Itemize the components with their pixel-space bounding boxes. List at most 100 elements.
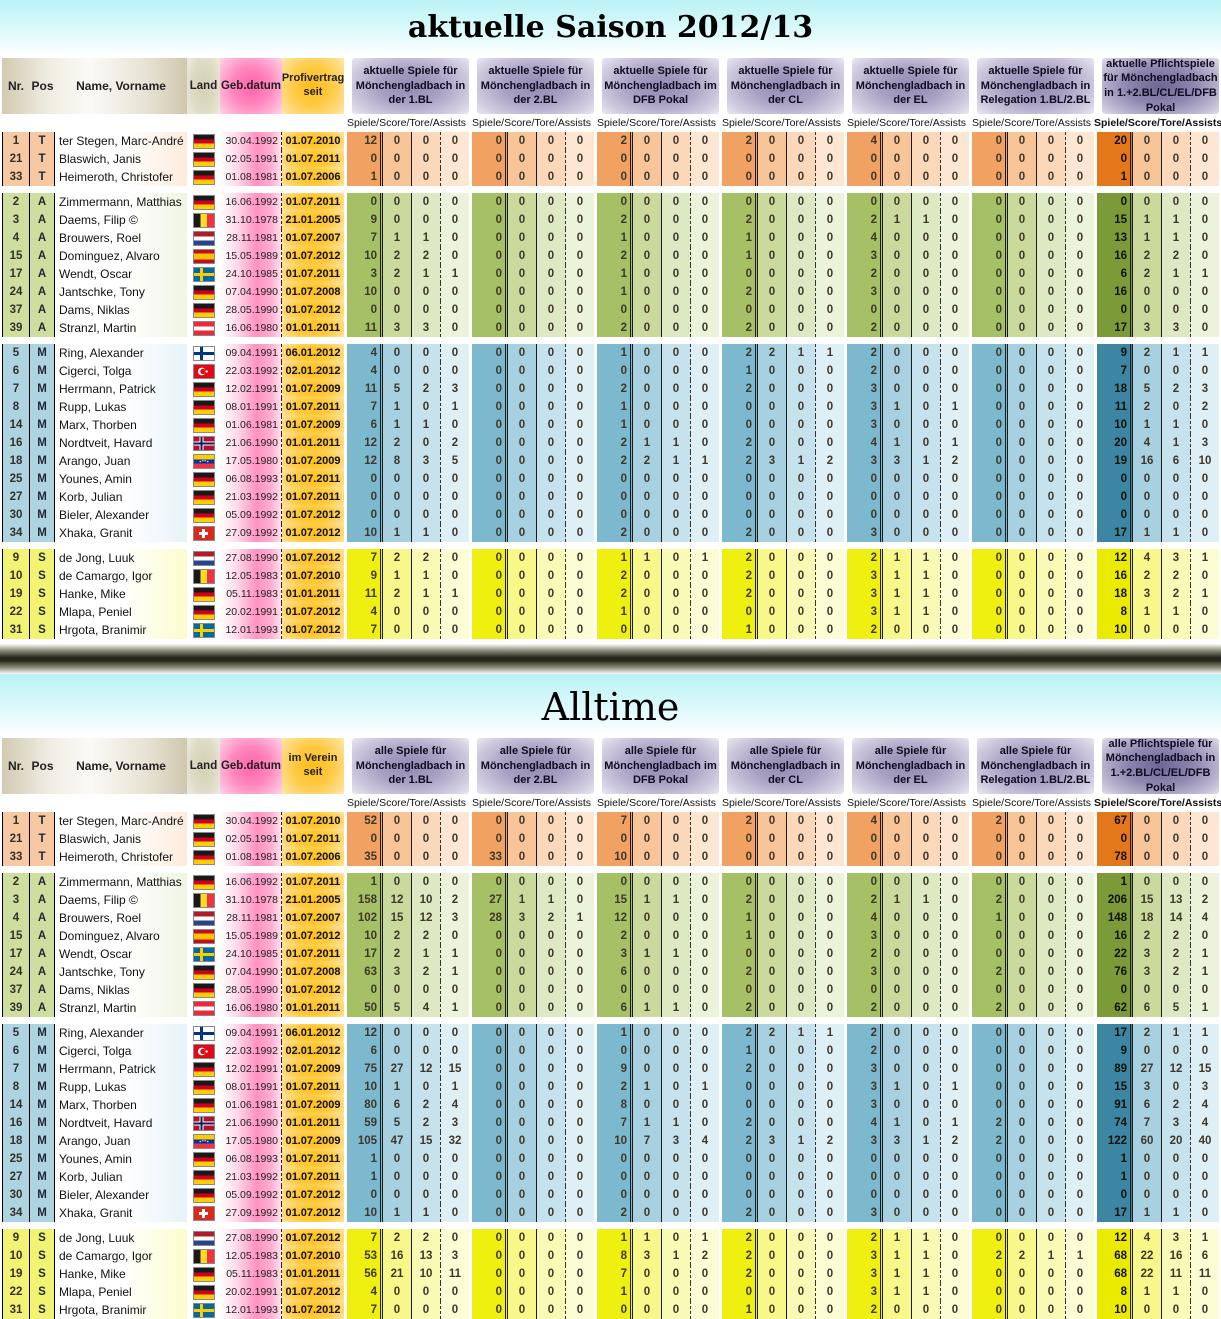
stat-score-cell: 0 [1008,229,1037,247]
stat-tore-cell: 0 [412,488,441,506]
stat-score-cell: 0 [508,567,537,585]
stat-score-cell: 0 [758,812,787,830]
stat-tore-cell: 0 [912,1114,941,1132]
stat-spiele-cell: 0 [347,1186,383,1204]
country-cell [187,506,220,524]
stat-assists-cell: 0 [1066,945,1094,963]
stat-tore-cell: 11 [1162,1265,1191,1283]
flag-germany-icon [193,1080,214,1094]
stat-tore-cell: 0 [912,1024,941,1042]
stat-spiele-cell: 0 [472,319,508,337]
stat-score-cell: 0 [383,812,412,830]
stat-spiele-cell: 1 [597,416,633,434]
stat-assists-cell: 0 [691,193,719,211]
group-spacer [344,549,347,567]
stat-assists-cell: 0 [941,1229,969,1247]
group-spacer [469,1229,472,1247]
stat-score-cell: 2 [758,344,787,362]
stat-spiele-cell: 0 [722,1168,758,1186]
stat-tore-cell: 1 [662,434,691,452]
player-name-cell: Xhaka, Granit [55,524,187,542]
stat-score-cell: 3 [758,452,787,470]
stat-spiele-cell: 2 [847,362,883,380]
stat-assists-cell: 0 [816,211,844,229]
stat-tore-cell: 0 [1162,1150,1191,1168]
stat-tore-cell: 1 [912,1265,941,1283]
stat-spiele-cell: 3 [847,1247,883,1265]
stat-assists-cell: 0 [1191,1204,1219,1222]
stat-tore-cell: 0 [1037,524,1066,542]
stat-spiele-cell: 1 [597,549,633,567]
stat-score-cell: 0 [633,319,662,337]
stat-score-cell: 0 [633,398,662,416]
flag-germany-icon [193,1062,214,1076]
group-spacer [1094,1168,1097,1186]
stat-tore-cell: 0 [1037,1114,1066,1132]
stat-spiele-cell: 0 [597,301,633,319]
birthdate-cell: 01.06.1981 [220,416,282,434]
group-spacer [719,1042,722,1060]
stat-tore-cell: 0 [787,247,816,265]
col-header-nr: Nr. [7,759,24,773]
position-cell: M [30,1204,55,1222]
group-spacer [594,873,597,891]
group-spacer [594,603,597,621]
stat-tore-cell: 0 [662,211,691,229]
flag-switzerland-icon [193,1206,214,1220]
stat-score-cell: 0 [508,848,537,866]
player-name-cell: Ring, Alexander [55,344,187,362]
country-cell [187,247,220,265]
group-spacer [594,1132,597,1150]
group-spacer [1094,506,1097,524]
stat-score-cell: 1 [633,891,662,909]
stat-tore-cell: 0 [662,1168,691,1186]
stat-score-cell: 15 [383,909,412,927]
stat-spiele-cell: 3 [847,927,883,945]
stat-spiele-cell: 2 [597,319,633,337]
stat-score-cell: 47 [383,1132,412,1150]
stat-assists-cell: 0 [566,319,594,337]
stat-assists-cell: 0 [566,247,594,265]
stat-score-cell: 2 [633,452,662,470]
group-spacer [469,891,472,909]
flag-germany-icon [193,490,214,504]
stat-tore-cell: 0 [537,362,566,380]
stat-tore-cell: 0 [1037,963,1066,981]
stat-score-cell: 1 [883,1247,912,1265]
stat-score-cell: 0 [1008,301,1037,319]
group-spacer [469,380,472,398]
stat-assists-cell: 2 [816,1132,844,1150]
stat-score-cell: 15 [1133,891,1162,909]
stat-assists-cell: 0 [441,193,469,211]
stat-assists-cell: 0 [816,621,844,639]
group-spacer [969,416,972,434]
stat-assists-cell: 0 [691,945,719,963]
stat-tore-cell: 0 [912,1042,941,1060]
stat-score-cell: 2 [383,927,412,945]
country-cell [187,1042,220,1060]
group-spacer [719,283,722,301]
group-spacer [1094,344,1097,362]
stat-tore-cell: 0 [787,585,816,603]
stat-score-cell: 0 [383,488,412,506]
stat-spiele-cell: 0 [847,873,883,891]
stat-assists-cell: 0 [566,1114,594,1132]
stat-tore-cell: 0 [537,567,566,585]
stat-assists-cell: 0 [941,1060,969,1078]
group-spacer [1094,524,1097,542]
stat-score-cell: 0 [883,981,912,999]
stat-subheader: Spiele/Score/Tore/Assists [596,116,717,129]
stat-score-cell: 0 [1008,963,1037,981]
stat-score-cell: 0 [1133,1168,1162,1186]
stat-assists-cell: 0 [566,1042,594,1060]
stat-assists-cell: 0 [691,1024,719,1042]
stat-assists-cell: 0 [1066,247,1094,265]
stat-spiele-cell: 0 [472,132,508,150]
stat-score-cell: 0 [508,963,537,981]
country-cell [187,1229,220,1247]
stat-tore-cell: 0 [787,229,816,247]
stat-tore-cell: 0 [787,981,816,999]
stat-score-cell: 0 [1008,380,1037,398]
stat-assists-cell: 0 [816,168,844,186]
